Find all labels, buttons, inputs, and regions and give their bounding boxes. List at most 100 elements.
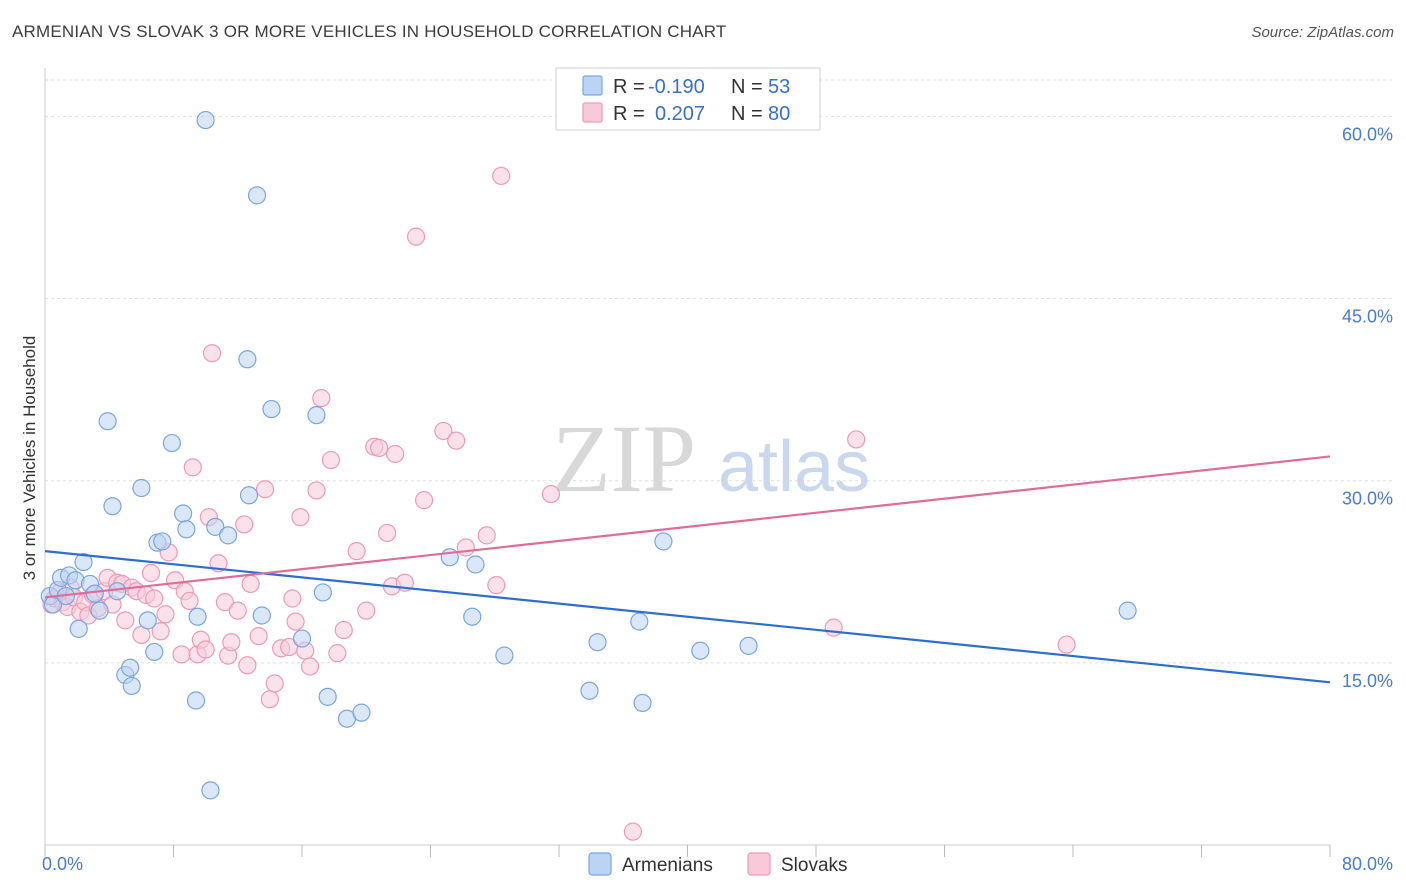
watermark: ZIP atlas [552, 405, 870, 512]
data-point-slovaks [283, 589, 302, 608]
data-point-armenians [108, 582, 127, 601]
legend-r-value-armenians: -0.190 [648, 76, 705, 98]
data-point-slovaks [434, 421, 453, 441]
data-point-slovaks [255, 480, 275, 499]
data-point-slovaks [215, 593, 234, 612]
data-point-slovaks [370, 438, 389, 458]
y-tick-label: 45.0% [1342, 307, 1393, 327]
y-tick-label: 60.0% [1342, 124, 1393, 144]
data-point-armenians [318, 687, 337, 706]
y-axis-label: 3 or more Vehicles in Household [20, 336, 39, 581]
data-point-armenians [352, 703, 371, 722]
stats-legend: R = -0.190 N = 53 R = 0.207 N = 80 [555, 67, 821, 131]
data-point-slovaks [172, 645, 191, 664]
data-point-armenians [121, 658, 140, 677]
data-point-slovaks [414, 491, 434, 510]
data-point-armenians [177, 520, 196, 539]
data-point-armenians [122, 676, 141, 696]
data-point-armenians [247, 186, 267, 205]
data-point-armenians [238, 350, 257, 369]
data-point-armenians [174, 504, 193, 523]
data-point-slovaks [202, 344, 222, 363]
data-point-slovaks [334, 620, 353, 640]
chart-title: ARMENIAN VS SLOVAK 3 OR MORE VEHICLES IN… [12, 22, 727, 41]
data-point-armenians [239, 486, 259, 505]
data-point-slovaks [180, 591, 199, 611]
legend-r-label-armenians: R = [613, 76, 645, 98]
legend-r-value-slovaks: 0.207 [655, 103, 705, 125]
legend-swatch-armenians [582, 75, 603, 96]
data-point-armenians [74, 552, 93, 572]
data-point-slovaks [321, 450, 341, 470]
data-point-armenians [580, 681, 599, 700]
data-point-slovaks [357, 601, 376, 620]
watermark-zip: ZIP [552, 405, 696, 512]
data-point-slovaks [347, 542, 366, 561]
data-point-armenians [103, 497, 122, 516]
data-point-slovaks [116, 611, 135, 630]
data-point-slovaks [386, 444, 405, 464]
data-point-slovaks [249, 627, 268, 646]
data-point-slovaks [196, 640, 215, 659]
data-point-armenians [630, 612, 649, 631]
data-point-armenians [69, 619, 88, 638]
data-point-slovaks [456, 538, 475, 557]
data-point-armenians [132, 478, 151, 498]
data-point-slovaks [183, 458, 202, 477]
data-point-slovaks [307, 481, 326, 500]
data-point-armenians [313, 583, 332, 602]
data-point-slovaks [228, 601, 247, 620]
data-point-slovaks [151, 622, 170, 641]
data-point-armenians [739, 636, 758, 655]
data-point-slovaks [238, 656, 257, 675]
data-point-slovaks [300, 657, 320, 676]
series-legend-swatch-armenians [588, 852, 612, 876]
series-legend-label-armenians: Armenians [622, 855, 713, 876]
data-point-slovaks [291, 508, 310, 527]
series-legend-label-slovaks: Slovaks [781, 855, 848, 876]
data-point-armenians [162, 433, 181, 453]
data-point-slovaks [847, 430, 866, 449]
tick-labels: 15.0% 30.0% 45.0% 60.0% 0.0% 80.0% [42, 124, 1393, 874]
data-point-armenians [292, 629, 312, 648]
data-point-armenians [85, 584, 104, 603]
legend-n-value-slovaks: 80 [768, 103, 790, 125]
data-point-slovaks [241, 574, 260, 594]
data-point-slovaks [328, 644, 347, 663]
data-point-slovaks [447, 431, 466, 450]
data-point-slovaks [235, 515, 254, 534]
data-point-slovaks [378, 523, 397, 543]
data-point-armenians [588, 633, 607, 652]
data-point-armenians [252, 606, 271, 625]
data-point-armenians [691, 641, 710, 660]
trend-line-slovaks [44, 455, 1331, 599]
data-point-armenians [262, 399, 281, 419]
data-point-slovaks [156, 605, 175, 624]
data-point-armenians [1118, 601, 1137, 620]
data-point-armenians [188, 607, 207, 626]
data-point-armenians [495, 646, 514, 665]
data-point-slovaks [141, 563, 161, 583]
data-point-armenians [654, 532, 673, 551]
x-tick-label-min: 0.0% [42, 854, 83, 874]
legend-n-label-armenians: N = [731, 76, 763, 98]
data-point-armenians [153, 532, 172, 551]
data-point-slovaks [145, 589, 164, 608]
data-point-slovaks [541, 484, 561, 504]
data-point-armenians [98, 412, 117, 431]
data-point-slovaks [623, 822, 642, 841]
legend-n-label-slovaks: N = [731, 103, 763, 125]
legend-swatch-slovaks [582, 102, 603, 123]
data-point-slovaks [477, 526, 496, 545]
data-point-armenians [138, 611, 157, 630]
data-point-armenians [219, 526, 238, 545]
chart-source: Source: ZipAtlas.com [1251, 24, 1394, 41]
data-point-slovaks [492, 166, 511, 186]
y-tick-label: 30.0% [1342, 489, 1393, 509]
trend-lines [44, 455, 1331, 684]
data-point-slovaks [265, 674, 284, 693]
y-tick-label: 15.0% [1342, 671, 1393, 691]
axes [44, 68, 1331, 857]
watermark-atlas: atlas [718, 427, 870, 507]
